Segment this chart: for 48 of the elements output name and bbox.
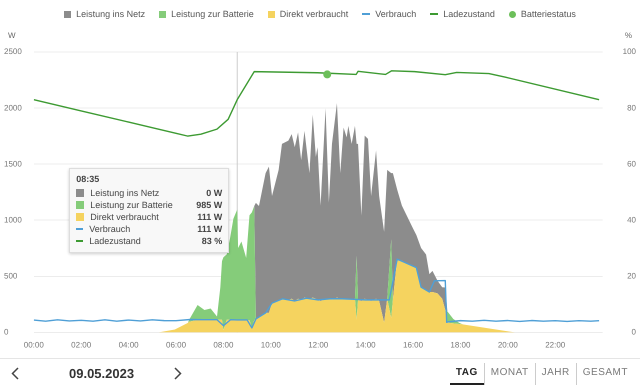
legend-label: Ladezustand (443, 9, 495, 19)
text: Direkt verbraucht (280, 9, 348, 19)
x-tick-label: 22:00 (545, 340, 566, 350)
text: Verbrauch (375, 9, 416, 19)
y-tick-label: 1500 (4, 159, 22, 168)
x-tick-label: 16:00 (403, 340, 424, 350)
annotation: 0 W (206, 188, 222, 198)
y2-tick-label: 20 (627, 272, 637, 281)
y-tick-label: 0 (4, 328, 9, 337)
legend-label: Verbrauch (89, 224, 132, 234)
y2-axis-title: % (624, 31, 632, 40)
legend-label: Batteriestatus (520, 9, 576, 19)
x-tick-label: 10:00 (260, 340, 282, 350)
text: Leistung ins Netz (76, 9, 146, 19)
text: GESAMT (576, 363, 634, 385)
x-tick-label: 00:00 (24, 340, 44, 350)
y-tick-label: 2000 (4, 103, 22, 112)
legend-label: Leistung zur Batterie (90, 200, 174, 210)
x-tick-label: 18:00 (450, 340, 471, 350)
text: Ladezustand (89, 236, 141, 246)
text: 09.05.2023 (69, 366, 134, 380)
y2-tick-label: 80 (627, 103, 637, 112)
annotation: 08:35 (76, 174, 100, 184)
y-tick-label: 500 (4, 272, 18, 281)
y2-tick-label: 40 (627, 215, 637, 224)
annotation: 111 W (197, 212, 222, 222)
y2-tick-label: 0 (632, 328, 637, 337)
legend-label: Direkt verbraucht (90, 212, 160, 222)
x-tick-label: 14:00 (356, 340, 376, 350)
text: JAHR (534, 363, 576, 385)
annotation: 83 % (202, 236, 222, 246)
y2-tick-label: 100 (622, 47, 637, 56)
y-axis-title: W (8, 31, 16, 40)
text: MONAT (484, 363, 535, 385)
x-tick-label: 06:00 (166, 340, 187, 350)
y-tick-label: 2500 (4, 47, 22, 56)
x-tick-label: 04:00 (118, 340, 140, 350)
x-tick-label: 12:00 (308, 340, 329, 350)
text: TAG (450, 363, 484, 385)
annotation: 985 W (196, 200, 222, 210)
x-tick-label: 08:00 (213, 340, 234, 350)
x-tick-label: 02:00 (71, 340, 92, 350)
y-tick-label: 1000 (4, 215, 22, 224)
x-tick-label: 20:00 (498, 340, 518, 350)
legend-label: Leistung ins Netz (90, 188, 160, 198)
text: Leistung zur Batterie (171, 9, 254, 19)
annotation: 111 W (197, 224, 222, 234)
y2-tick-label: 60 (627, 159, 637, 168)
